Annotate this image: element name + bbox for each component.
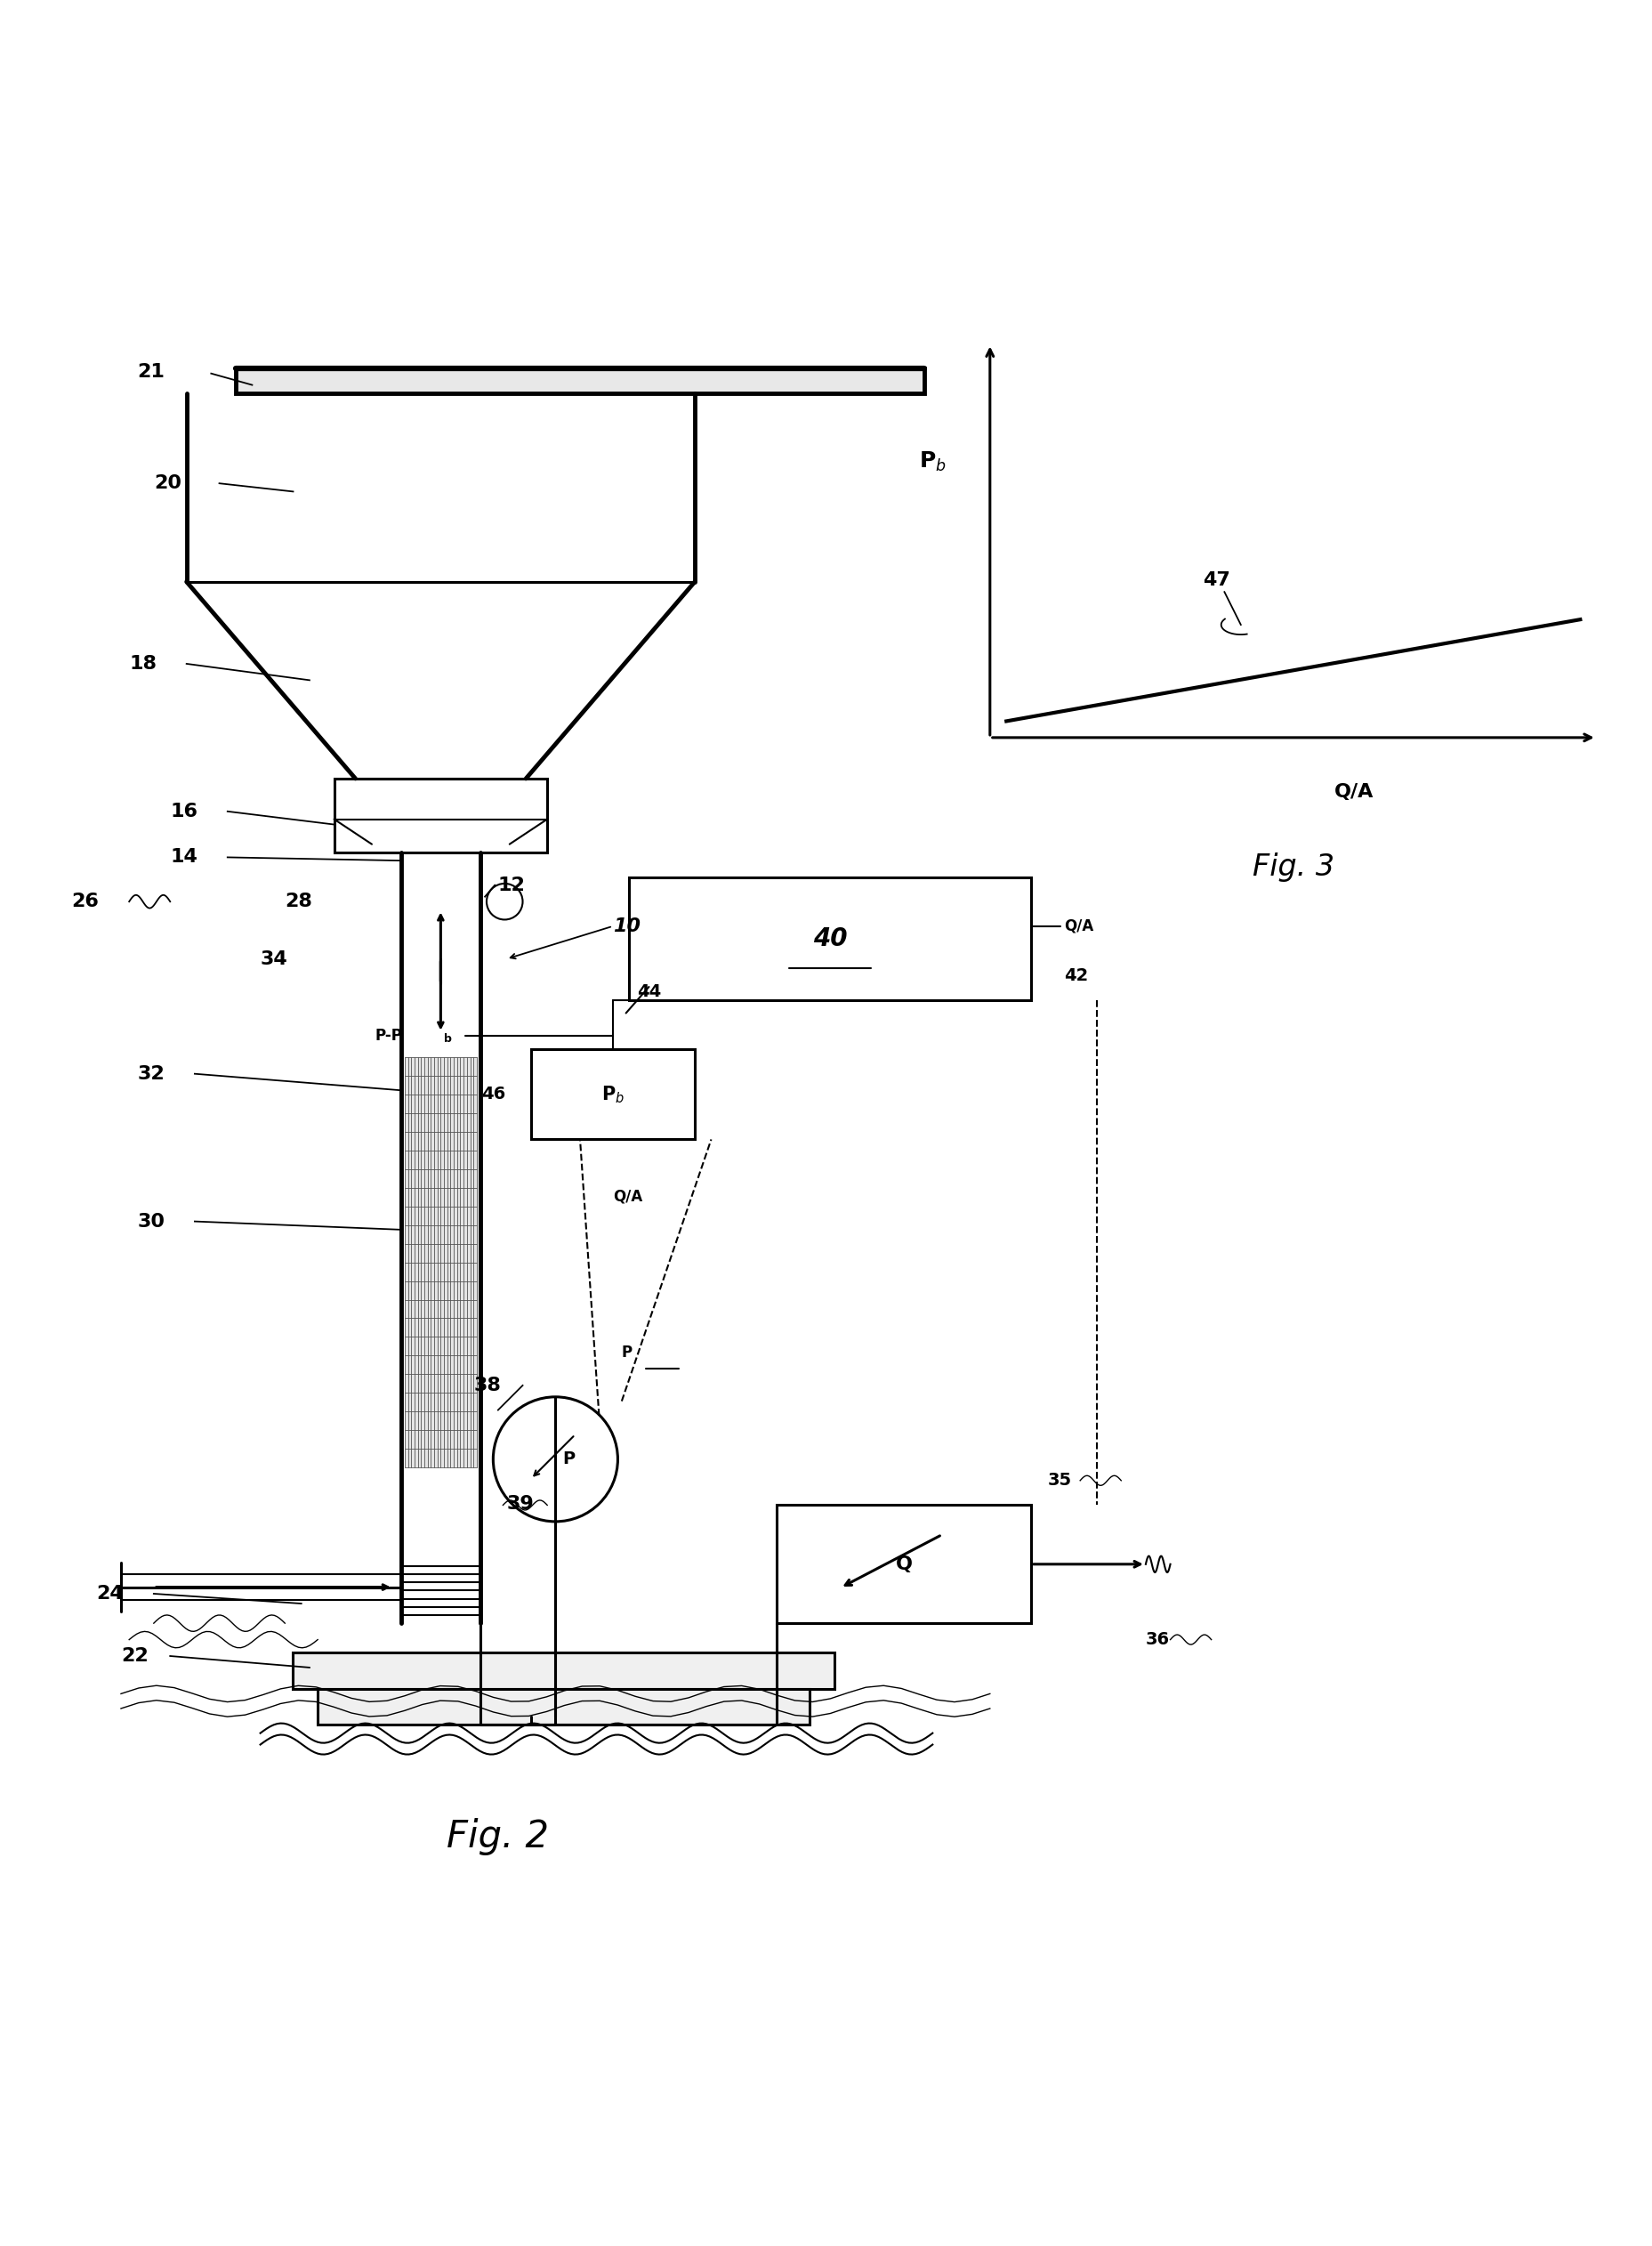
Text: P: P (562, 1451, 575, 1467)
Text: 28: 28 (284, 892, 312, 910)
Text: 20: 20 (154, 474, 182, 492)
Text: 36: 36 (1146, 1631, 1170, 1649)
Text: 44: 44 (638, 984, 662, 999)
Bar (776, 1505, 1031, 1624)
Text: P$_b$: P$_b$ (601, 1085, 624, 1105)
Text: Q/A: Q/A (613, 1188, 643, 1204)
Text: 46: 46 (482, 1085, 506, 1103)
Text: 30: 30 (137, 1213, 165, 1231)
Text: 22: 22 (121, 1646, 149, 1664)
Text: Fig. 3: Fig. 3 (1252, 853, 1335, 883)
Text: 32: 32 (137, 1065, 165, 1083)
Text: 40: 40 (813, 925, 847, 950)
Bar (292, 1653, 834, 1689)
Text: 10: 10 (613, 916, 641, 934)
Text: P$_b$: P$_b$ (919, 451, 947, 474)
Text: 38: 38 (474, 1377, 501, 1395)
Text: P-P: P-P (375, 1029, 403, 1044)
Text: 26: 26 (71, 892, 99, 910)
Text: P: P (621, 1345, 631, 1361)
Bar (334, 779, 547, 853)
Text: Q: Q (895, 1554, 912, 1572)
Text: 35: 35 (1047, 1471, 1072, 1489)
Text: 21: 21 (137, 364, 165, 382)
Bar (236, 368, 925, 393)
Text: 16: 16 (170, 802, 198, 820)
Bar (317, 1689, 809, 1725)
Text: b: b (444, 1033, 453, 1044)
Text: 47: 47 (1203, 570, 1231, 588)
Text: 39: 39 (506, 1494, 534, 1512)
Text: Q/A: Q/A (1335, 784, 1374, 802)
Text: Q/A: Q/A (1064, 919, 1094, 934)
Bar (629, 876, 1031, 999)
Bar (530, 1049, 695, 1139)
Text: Fig. 2: Fig. 2 (448, 1817, 548, 1855)
Text: 42: 42 (1064, 968, 1089, 984)
Text: 14: 14 (170, 849, 198, 867)
Text: 24: 24 (96, 1586, 124, 1604)
Text: 34: 34 (261, 950, 287, 968)
Text: 12: 12 (497, 876, 525, 894)
Text: 18: 18 (129, 656, 157, 672)
Bar (405, 1058, 477, 1467)
